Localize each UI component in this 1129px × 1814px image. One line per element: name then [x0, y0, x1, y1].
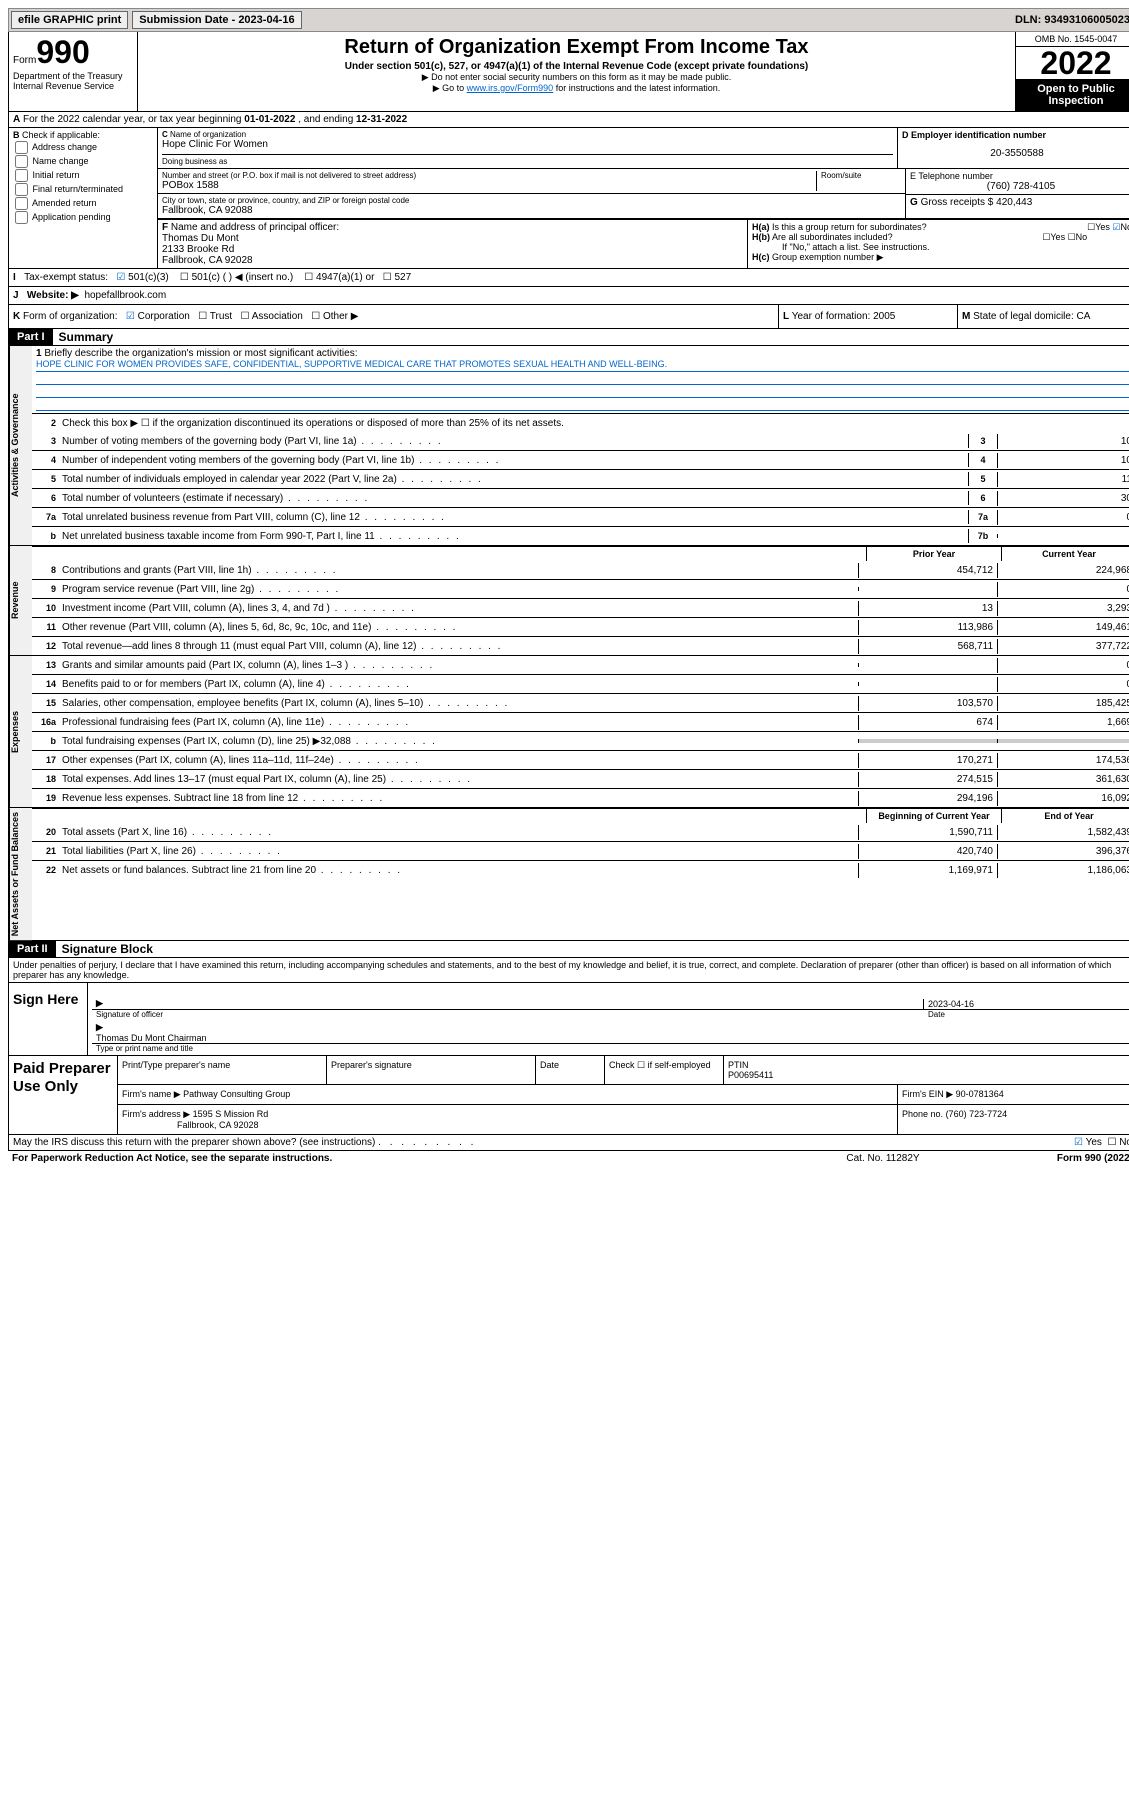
summary-line-11: 11Other revenue (Part VIII, column (A), … — [32, 617, 1129, 636]
prep-sig-label: Preparer's signature — [327, 1056, 536, 1084]
submission-date-button[interactable]: Submission Date - 2023-04-16 — [132, 11, 301, 29]
firm-addr: 1595 S Mission Rd — [193, 1109, 269, 1119]
summary-line-4: 4Number of independent voting members of… — [32, 450, 1129, 469]
summary-line-b: bNet unrelated business taxable income f… — [32, 526, 1129, 545]
spacer — [306, 17, 330, 23]
check-address-change[interactable]: Address change — [13, 141, 153, 154]
summary-line-18: 18Total expenses. Add lines 13–17 (must … — [32, 769, 1129, 788]
irs-link[interactable]: www.irs.gov/Form990 — [467, 83, 554, 93]
check-application-pending[interactable]: Application pending — [13, 211, 153, 224]
check-amended-return[interactable]: Amended return — [13, 197, 153, 210]
part-ii-header: Part II Signature Block — [8, 941, 1129, 958]
summary-line-5: 5Total number of individuals employed in… — [32, 469, 1129, 488]
officer-addr2: Fallbrook, CA 92028 — [162, 255, 253, 266]
vtab-net-assets: Net Assets or Fund Balances — [9, 808, 32, 940]
summary-expenses: Expenses 13Grants and similar amounts pa… — [8, 656, 1129, 808]
summary-line-15: 15Salaries, other compensation, employee… — [32, 693, 1129, 712]
sign-date: 2023-04-16 — [923, 999, 1129, 1009]
ptin-value: P00695411 — [728, 1070, 773, 1080]
irs-discuss-row: May the IRS discuss this return with the… — [8, 1135, 1129, 1151]
summary-line-10: 10Investment income (Part VIII, column (… — [32, 598, 1129, 617]
mission-text: HOPE CLINIC FOR WOMEN PROVIDES SAFE, CON… — [36, 359, 1129, 372]
officer-name: Thomas Du Mont — [162, 233, 239, 244]
summary-line-3: 3Number of voting members of the governi… — [32, 432, 1129, 450]
form-note1: ▶ Do not enter social security numbers o… — [144, 72, 1009, 83]
summary-line-22: 22Net assets or fund balances. Subtract … — [32, 860, 1129, 879]
dept-label: Department of the TreasuryInternal Reven… — [13, 71, 133, 91]
summary-line-16a: 16aProfessional fundraising fees (Part I… — [32, 712, 1129, 731]
summary-line-21: 21Total liabilities (Part X, line 26)420… — [32, 841, 1129, 860]
vtab-revenue: Revenue — [9, 546, 32, 655]
room-label: Room/suite — [816, 171, 901, 191]
signature-declaration: Under penalties of perjury, I declare th… — [8, 958, 1129, 983]
summary-line-6: 6Total number of volunteers (estimate if… — [32, 488, 1129, 507]
col-prior-year: Prior Year — [866, 547, 1001, 561]
tel-value: (760) 728-4105 — [910, 181, 1129, 192]
vtab-expenses: Expenses — [9, 656, 32, 807]
summary-revenue: Revenue Prior Year Current Year 8Contrib… — [8, 546, 1129, 656]
ein-label: D Employer identification number — [902, 130, 1129, 140]
section-b-to-g: B Check if applicable: Address change Na… — [8, 128, 1129, 269]
street-label: Number and street (or P.O. box if mail i… — [162, 171, 816, 180]
part-i-header: Part I Summary — [8, 329, 1129, 346]
summary-line-20: 20Total assets (Part X, line 16)1,590,71… — [32, 823, 1129, 841]
officer-addr1: 2133 Brooke Rd — [162, 244, 234, 255]
form-note2: ▶ Go to www.irs.gov/Form990 for instruct… — [144, 83, 1009, 94]
form-subtitle: Under section 501(c), 527, or 4947(a)(1)… — [144, 61, 1009, 72]
summary-line-17: 17Other expenses (Part IX, column (A), l… — [32, 750, 1129, 769]
summary-line-19: 19Revenue less expenses. Subtract line 1… — [32, 788, 1129, 807]
check-final-return[interactable]: Final return/terminated — [13, 183, 153, 196]
street-value: POBox 1588 — [162, 180, 816, 191]
prep-self-employed[interactable]: Check ☐ if self-employed — [605, 1056, 724, 1084]
form-title: Return of Organization Exempt From Incom… — [144, 36, 1009, 59]
dln-label: DLN: 93493106005023 — [1015, 14, 1129, 26]
summary-line-12: 12Total revenue—add lines 8 through 11 (… — [32, 636, 1129, 655]
col-b-checkboxes: B Check if applicable: Address change Na… — [9, 128, 158, 268]
paid-preparer-block: Paid Preparer Use Only Print/Type prepar… — [8, 1056, 1129, 1135]
summary-line-9: 9Program service revenue (Part VIII, lin… — [32, 579, 1129, 598]
vtab-governance: Activities & Governance — [9, 346, 32, 545]
firm-ein: 90-0781364 — [956, 1089, 1004, 1099]
signer-name: Thomas Du Mont Chairman — [96, 1033, 207, 1043]
check-name-change[interactable]: Name change — [13, 155, 153, 168]
row-a-tax-year: A For the 2022 calendar year, or tax yea… — [8, 112, 1129, 128]
signature-field[interactable]: ▶ — [92, 998, 923, 1009]
col-beginning: Beginning of Current Year — [866, 809, 1001, 823]
gross-receipts: 420,443 — [996, 197, 1032, 208]
summary-line-13: 13Grants and similar amounts paid (Part … — [32, 656, 1129, 674]
form-header: Form990 Department of the TreasuryIntern… — [8, 32, 1129, 112]
ein-value: 20-3550588 — [902, 140, 1129, 159]
prep-name-label: Print/Type preparer's name — [118, 1056, 327, 1084]
summary-line-7a: 7aTotal unrelated business revenue from … — [32, 507, 1129, 526]
col-end-year: End of Year — [1001, 809, 1129, 823]
summary-line-14: 14Benefits paid to or for members (Part … — [32, 674, 1129, 693]
row-j-website: J Website: ▶ hopefallbrook.com — [8, 287, 1129, 305]
sign-here-block: Sign Here ▶ 2023-04-16 Signature of offi… — [8, 983, 1129, 1056]
prep-date-label: Date — [536, 1056, 605, 1084]
website-value: hopefallbrook.com — [84, 290, 166, 301]
open-to-public: Open to Public Inspection — [1016, 79, 1129, 111]
row-i-tax-status: I Tax-exempt status: ☑ 501(c)(3) ☐ 501(c… — [8, 269, 1129, 287]
summary-governance: Activities & Governance 1 Briefly descri… — [8, 346, 1129, 546]
form-number: 990 — [36, 34, 89, 70]
check-initial-return[interactable]: Initial return — [13, 169, 153, 182]
footer: For Paperwork Reduction Act Notice, see … — [8, 1151, 1129, 1166]
top-bar: efile GRAPHIC print Submission Date - 20… — [8, 8, 1129, 32]
col-current-year: Current Year — [1001, 547, 1129, 561]
org-name: Hope Clinic For Women — [162, 139, 893, 150]
efile-button[interactable]: efile GRAPHIC print — [11, 11, 128, 29]
firm-name: Pathway Consulting Group — [183, 1089, 290, 1099]
summary-net-assets: Net Assets or Fund Balances Beginning of… — [8, 808, 1129, 941]
form-prefix: Form — [13, 55, 36, 66]
dba-label: Doing business as — [162, 154, 893, 166]
line2-check: Check this box ▶ ☐ if the organization d… — [60, 416, 1129, 431]
summary-line-b: bTotal fundraising expenses (Part IX, co… — [32, 731, 1129, 750]
row-k-form-org: K Form of organization: ☑ Corporation ☐ … — [8, 305, 1129, 329]
firm-phone: (760) 723-7724 — [946, 1109, 1008, 1119]
city-value: Fallbrook, CA 92088 — [162, 205, 901, 216]
tel-label: E Telephone number — [910, 171, 1129, 181]
summary-line-8: 8Contributions and grants (Part VIII, li… — [32, 561, 1129, 579]
tax-year: 2022 — [1016, 47, 1129, 79]
city-label: City or town, state or province, country… — [162, 196, 901, 205]
